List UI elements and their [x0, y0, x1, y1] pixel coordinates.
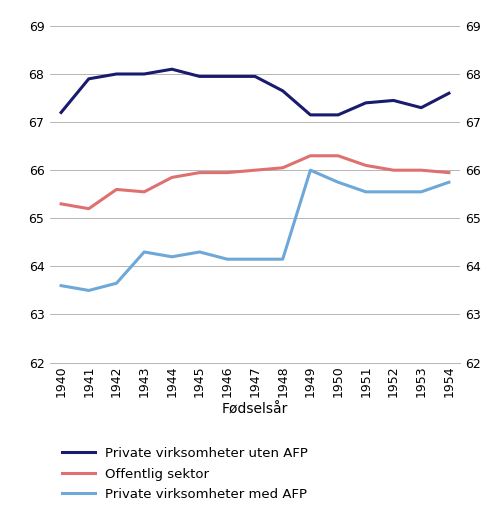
X-axis label: Fødselsår: Fødselsår [222, 402, 288, 416]
Private virksomheter med AFP [114, 280, 119, 286]
Private virksomheter med AFP [196, 249, 202, 255]
Offentlig sektor [141, 189, 147, 195]
Legend: Private virksomheter uten AFP, Offentlig sektor, Private virksomheter med AFP: Private virksomheter uten AFP, Offentlig… [56, 442, 314, 506]
Private virksomheter med AFP [58, 282, 64, 289]
Offentlig sektor [308, 153, 314, 159]
Offentlig sektor [224, 169, 230, 176]
Private virksomheter med AFP [224, 256, 230, 262]
Offentlig sektor [196, 169, 202, 176]
Line: Offentlig sektor: Offentlig sektor [61, 156, 449, 209]
Private virksomheter uten AFP [224, 73, 230, 79]
Private virksomheter med AFP [363, 189, 369, 195]
Private virksomheter uten AFP [252, 73, 258, 79]
Private virksomheter med AFP [418, 189, 424, 195]
Private virksomheter med AFP [390, 189, 396, 195]
Private virksomheter med AFP [308, 167, 314, 174]
Offentlig sektor [418, 167, 424, 174]
Private virksomheter med AFP [446, 179, 452, 185]
Offentlig sektor [58, 201, 64, 207]
Private virksomheter med AFP [280, 256, 285, 262]
Private virksomheter uten AFP [196, 73, 202, 79]
Private virksomheter med AFP [86, 287, 92, 294]
Private virksomheter uten AFP [280, 88, 285, 94]
Private virksomheter uten AFP [114, 71, 119, 77]
Private virksomheter uten AFP [390, 97, 396, 104]
Offentlig sektor [86, 206, 92, 212]
Line: Private virksomheter med AFP: Private virksomheter med AFP [61, 170, 449, 291]
Offentlig sektor [390, 167, 396, 174]
Private virksomheter uten AFP [141, 71, 147, 77]
Private virksomheter uten AFP [169, 66, 175, 73]
Offentlig sektor [114, 186, 119, 193]
Offentlig sektor [446, 169, 452, 176]
Private virksomheter med AFP [252, 256, 258, 262]
Offentlig sektor [335, 153, 341, 159]
Private virksomheter uten AFP [308, 112, 314, 118]
Private virksomheter uten AFP [418, 105, 424, 111]
Offentlig sektor [280, 165, 285, 171]
Private virksomheter uten AFP [335, 112, 341, 118]
Private virksomheter med AFP [335, 179, 341, 185]
Private virksomheter med AFP [141, 249, 147, 255]
Offentlig sektor [252, 167, 258, 174]
Line: Private virksomheter uten AFP: Private virksomheter uten AFP [61, 69, 449, 115]
Private virksomheter uten AFP [58, 109, 64, 116]
Offentlig sektor [169, 174, 175, 180]
Offentlig sektor [363, 162, 369, 168]
Private virksomheter med AFP [169, 254, 175, 260]
Private virksomheter uten AFP [446, 90, 452, 96]
Private virksomheter uten AFP [86, 76, 92, 82]
Private virksomheter uten AFP [363, 100, 369, 106]
